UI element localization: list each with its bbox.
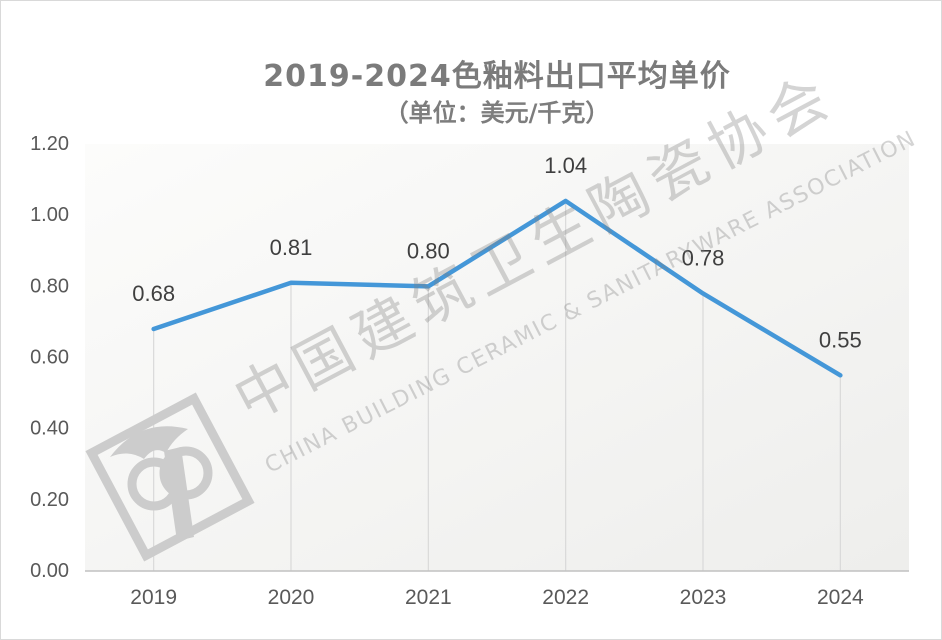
- y-tick-label: 0.40: [30, 418, 69, 440]
- data-label: 0.68: [132, 281, 175, 306]
- x-tick-label: 2023: [680, 586, 727, 609]
- data-label: 1.04: [544, 153, 587, 178]
- chart-title: 2019-2024色釉料出口平均单价: [263, 59, 731, 94]
- y-tick-label: 1.20: [30, 133, 69, 155]
- y-tick-label: 1.00: [30, 204, 69, 226]
- x-tick-label: 2024: [817, 586, 864, 609]
- data-label: 0.55: [819, 327, 862, 352]
- chart-subtitle: （单位：美元/千克）: [384, 99, 610, 127]
- x-tick-label: 2019: [130, 586, 177, 609]
- data-label: 0.80: [407, 238, 450, 263]
- x-tick-label: 2022: [542, 586, 589, 609]
- data-label: 0.81: [270, 235, 313, 260]
- y-tick-label: 0.00: [30, 560, 69, 582]
- y-tick-label: 0.80: [30, 275, 69, 297]
- data-label: 0.78: [682, 245, 725, 270]
- x-tick-label: 2020: [268, 586, 315, 609]
- plot-area: [85, 144, 909, 571]
- y-tick-label: 0.60: [30, 347, 69, 369]
- x-tick-label: 2021: [405, 586, 452, 609]
- series-line: [151, 198, 843, 378]
- y-tick-label: 0.20: [30, 489, 69, 511]
